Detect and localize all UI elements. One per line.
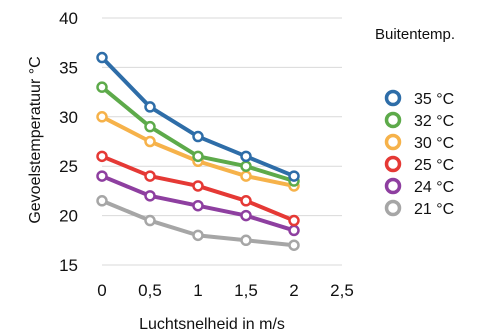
data-point: [240, 160, 252, 172]
legend-label: 24 °C: [414, 179, 454, 196]
legend-title: Buitentemp.: [375, 26, 455, 43]
data-point: [240, 195, 252, 207]
legend-label: 21 °C: [414, 201, 454, 218]
legend: 35 °C 32 °C 30 °C 25 °C 24 °C 21 °C: [384, 89, 454, 218]
y-tick-label: 20: [59, 207, 78, 226]
series-3: [96, 150, 300, 227]
data-point: [144, 101, 156, 113]
legend-label: 35 °C: [414, 91, 454, 108]
data-point: [96, 195, 108, 207]
y-tick-label: 35: [59, 58, 78, 77]
data-point: [144, 135, 156, 148]
data-point: [288, 239, 300, 251]
series-0: [96, 51, 300, 182]
data-point: [288, 214, 300, 227]
data-point: [240, 234, 252, 247]
legend-item: 30 °C: [384, 133, 454, 152]
x-tick-label: 0: [97, 281, 106, 300]
y-tick-label: 30: [59, 108, 78, 127]
legend-marker: [384, 111, 402, 129]
y-tick-label: 25: [59, 157, 78, 176]
data-point: [96, 150, 108, 163]
x-axis-title: Luchtsnelheid in m/s: [139, 316, 285, 333]
legend-marker: [384, 89, 402, 107]
x-tick-label: 1: [193, 281, 202, 300]
data-point: [192, 150, 204, 163]
legend-item: 35 °C: [384, 89, 454, 108]
legend-label: 25 °C: [414, 157, 454, 174]
legend-item: 32 °C: [384, 111, 454, 130]
gridlines: [102, 17, 342, 266]
data-point: [192, 199, 204, 212]
data-point: [192, 130, 204, 143]
x-tick-label: 2: [289, 281, 298, 300]
legend-marker: [384, 155, 402, 173]
data-point: [96, 51, 108, 64]
data-point: [240, 150, 252, 163]
legend-item: 21 °C: [384, 199, 454, 218]
data-point: [144, 120, 156, 133]
data-point: [288, 224, 300, 237]
series-4: [96, 170, 300, 237]
legend-marker: [384, 133, 402, 151]
data-point: [96, 170, 108, 182]
data-point: [144, 170, 156, 182]
data-point: [96, 111, 108, 123]
legend-item: 24 °C: [384, 177, 454, 196]
series-5: [96, 195, 300, 251]
legend-marker: [384, 199, 402, 217]
data-point: [192, 180, 204, 192]
data-point: [240, 209, 252, 222]
data-point: [288, 170, 300, 182]
data-point: [96, 81, 108, 93]
data-point: [192, 229, 204, 242]
data-point: [144, 214, 156, 227]
y-tick-label: 15: [59, 256, 78, 275]
data-point: [144, 190, 156, 202]
y-tick-label: 40: [59, 9, 78, 28]
x-tick-label: 0,5: [138, 281, 162, 300]
legend-marker: [384, 177, 402, 195]
legend-label: 32 °C: [414, 113, 454, 130]
x-tick-label: 2,5: [330, 281, 354, 300]
legend-item: 25 °C: [384, 155, 454, 174]
data-point: [240, 170, 252, 182]
legend-label: 30 °C: [414, 135, 454, 152]
y-axis-title: Gevoelstemperatuur °C: [27, 56, 44, 223]
series-lines: [96, 51, 300, 251]
x-tick-labels: 0 0,5 1 1,5 2 2,5: [97, 281, 354, 300]
y-tick-labels: 15 20 25 30 35 40: [59, 9, 78, 275]
x-tick-label: 1,5: [234, 281, 258, 300]
